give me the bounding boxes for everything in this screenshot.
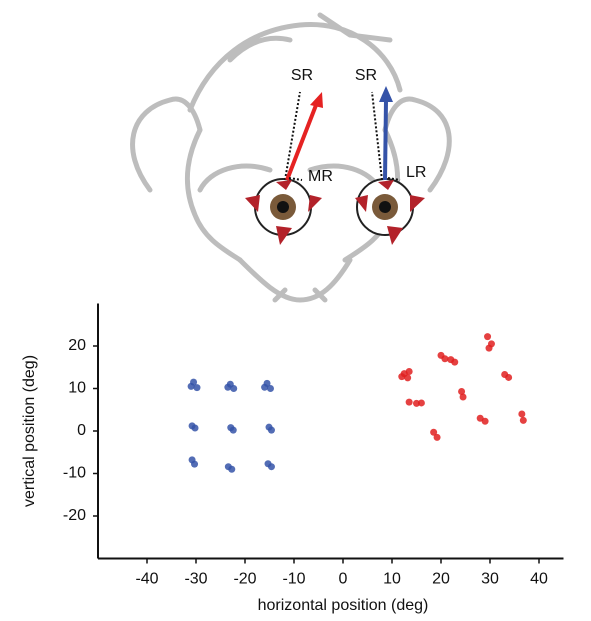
arrow-sr-right [371, 91, 383, 181]
data-point [405, 398, 413, 406]
data-point [441, 355, 449, 363]
annotation: SR [355, 67, 377, 84]
muscles [245, 180, 425, 245]
arrow-blue [383, 99, 388, 181]
data-point [404, 374, 412, 382]
x-tick-label: -40 [135, 571, 158, 588]
x-tick-label: 0 [339, 571, 348, 588]
data-point [519, 416, 527, 424]
arrow-sr-left [284, 91, 301, 181]
data-point [261, 383, 269, 391]
x-axis-label: horizontal position (deg) [258, 597, 429, 614]
data-point [433, 433, 441, 441]
arrow-red [285, 99, 320, 181]
arrow-red-head [310, 92, 323, 108]
data-point [485, 344, 493, 352]
muzzle [237, 257, 353, 303]
x-tick-label: 10 [383, 571, 401, 588]
data-point [191, 424, 199, 432]
data-point [505, 373, 513, 381]
data-point [187, 382, 195, 390]
data-point [451, 358, 459, 366]
x-tick-label: 30 [481, 571, 499, 588]
data-point [481, 417, 489, 425]
data-point [484, 333, 492, 341]
data-point [458, 387, 466, 395]
left-pupil [277, 201, 289, 213]
x-tick-label: -20 [233, 571, 256, 588]
data-point [191, 460, 199, 468]
y-tick-label: 20 [68, 337, 86, 354]
x-tick-label: 40 [530, 571, 548, 588]
arrow-blue-head [379, 86, 393, 102]
annotation: MR [308, 168, 333, 185]
data-point [267, 426, 275, 434]
head-top [187, 12, 403, 113]
data-point [459, 393, 467, 401]
data-point [398, 373, 406, 381]
x-tick-label: -30 [184, 571, 207, 588]
data-point [266, 385, 274, 392]
right-pupil [379, 201, 391, 213]
left-ear-inner [184, 127, 243, 263]
x-tick-label: -10 [282, 571, 305, 588]
data-point [229, 426, 237, 434]
data-point [230, 385, 238, 392]
annotation: SR [291, 67, 313, 84]
y-tick-label: 0 [77, 422, 86, 439]
y-tick-label: -20 [63, 507, 86, 524]
y-tick-label: 10 [68, 380, 86, 397]
data-point [518, 410, 526, 418]
annotation: LR [406, 164, 426, 181]
data-point [405, 368, 413, 375]
data-point [267, 463, 275, 471]
data-point [430, 428, 438, 436]
data-point [193, 384, 201, 392]
data-point [417, 399, 425, 407]
monkey-illustration: SR MR SR LR [130, 12, 452, 303]
y-tick-label: -10 [63, 465, 86, 482]
x-tick-label: 20 [432, 571, 450, 588]
data-point [228, 465, 236, 473]
data-point [224, 383, 232, 391]
right-ear [382, 96, 452, 193]
y-axis-label: vertical position (deg) [21, 355, 38, 507]
